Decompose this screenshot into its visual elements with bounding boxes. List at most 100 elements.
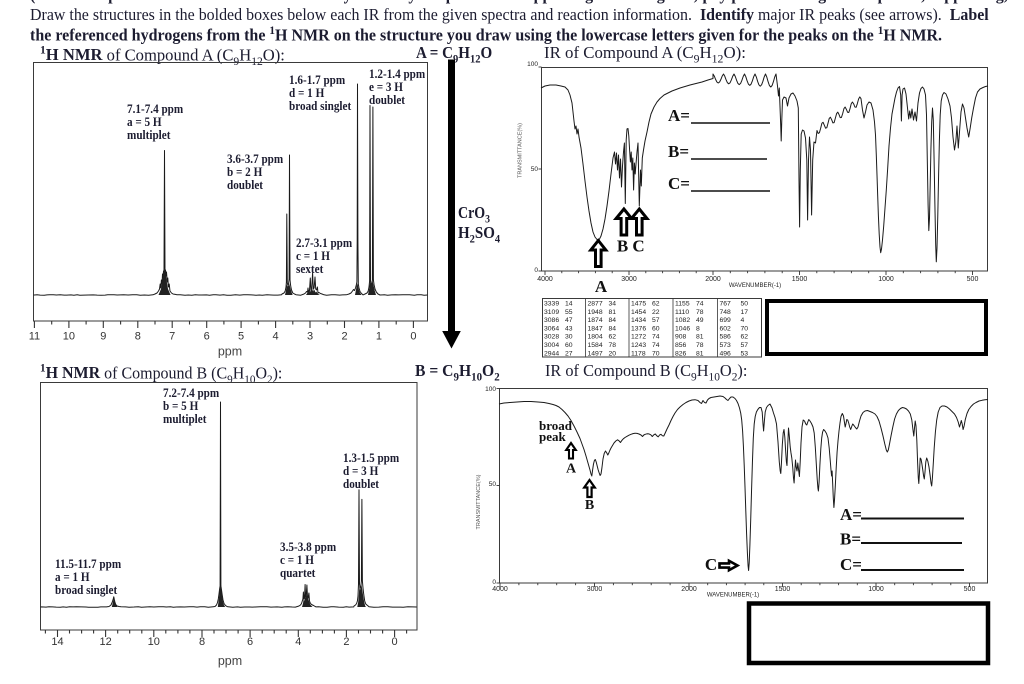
svg-text:1434: 1434 (631, 317, 646, 324)
svg-text:2877: 2877 (588, 301, 603, 308)
svg-text:53: 53 (741, 350, 749, 357)
svg-text:1948: 1948 (588, 309, 603, 316)
svg-text:3004: 3004 (544, 342, 559, 349)
svg-text:1000: 1000 (868, 586, 884, 593)
svg-text:5: 5 (238, 331, 244, 343)
svg-text:84: 84 (609, 325, 617, 332)
svg-text:8: 8 (696, 325, 700, 332)
svg-text:2: 2 (341, 331, 347, 343)
svg-text:586: 586 (720, 334, 732, 341)
svg-text:1243: 1243 (631, 342, 646, 349)
svg-text:B: B (585, 498, 594, 513)
svg-text:C=: C= (840, 555, 862, 574)
svg-text:1497: 1497 (588, 350, 603, 357)
svg-text:57: 57 (741, 342, 749, 349)
svg-text:2944: 2944 (544, 350, 559, 357)
svg-text:1475: 1475 (631, 301, 646, 308)
svg-text:78: 78 (696, 309, 704, 316)
svg-text:50: 50 (531, 166, 539, 173)
svg-text:3028: 3028 (544, 334, 559, 341)
svg-text:1082: 1082 (675, 317, 690, 324)
svg-text:broad: broad (539, 418, 573, 433)
svg-text:55: 55 (565, 309, 573, 316)
svg-text:50: 50 (741, 301, 749, 308)
svg-text:9: 9 (100, 331, 106, 343)
svg-text:60: 60 (652, 325, 660, 332)
svg-text:74: 74 (652, 334, 660, 341)
svg-text:peak: peak (539, 429, 567, 444)
svg-text:B=: B= (840, 530, 861, 549)
svg-text:3109: 3109 (544, 309, 559, 316)
svg-text:34: 34 (609, 301, 617, 308)
svg-text:6: 6 (247, 636, 253, 648)
svg-text:70: 70 (652, 350, 660, 357)
svg-text:0: 0 (410, 331, 416, 343)
svg-text:573: 573 (720, 342, 732, 349)
svg-text:20: 20 (609, 350, 617, 357)
svg-text:A: A (595, 277, 608, 296)
svg-text:11: 11 (29, 331, 40, 343)
svg-text:3000: 3000 (621, 276, 637, 283)
svg-text:70: 70 (741, 325, 749, 332)
svg-text:856: 856 (675, 342, 687, 349)
svg-text:WAVENUMBER(-1): WAVENUMBER(-1) (729, 283, 781, 289)
svg-text:1155: 1155 (675, 301, 690, 308)
svg-text:1500: 1500 (792, 276, 808, 283)
svg-text:A: A (566, 462, 577, 477)
svg-text:1874: 1874 (588, 317, 603, 324)
svg-text:1454: 1454 (631, 309, 646, 316)
svg-text:1046: 1046 (675, 325, 690, 332)
svg-text:908: 908 (675, 334, 687, 341)
svg-text:699: 699 (720, 317, 732, 324)
svg-text:81: 81 (696, 334, 704, 341)
svg-text:826: 826 (675, 350, 687, 357)
svg-text:84: 84 (609, 317, 617, 324)
svg-text:C=: C= (668, 174, 690, 193)
svg-text:50: 50 (489, 481, 497, 488)
svg-text:1804: 1804 (588, 334, 603, 341)
svg-text:4: 4 (295, 636, 301, 648)
svg-text:49: 49 (696, 317, 704, 324)
svg-text:496: 496 (720, 350, 732, 357)
svg-text:60: 60 (565, 342, 573, 349)
svg-text:4000: 4000 (537, 276, 553, 283)
svg-text:C: C (705, 555, 717, 574)
svg-text:500: 500 (964, 586, 976, 593)
svg-text:12: 12 (99, 636, 111, 648)
svg-text:1000: 1000 (878, 276, 894, 283)
svg-text:ppm: ppm (218, 654, 242, 668)
svg-text:8: 8 (135, 331, 141, 343)
svg-text:B=: B= (668, 142, 689, 161)
svg-text:74: 74 (652, 342, 660, 349)
svg-text:2: 2 (343, 636, 349, 648)
svg-text:748: 748 (720, 309, 732, 316)
svg-text:1500: 1500 (775, 586, 791, 593)
svg-text:27: 27 (565, 350, 573, 357)
svg-text:10: 10 (63, 331, 75, 343)
svg-text:10: 10 (148, 636, 160, 648)
svg-text:62: 62 (741, 334, 749, 341)
svg-text:A=: A= (840, 505, 862, 524)
svg-text:22: 22 (652, 309, 660, 316)
svg-text:2000: 2000 (705, 276, 721, 283)
svg-text:74: 74 (696, 301, 704, 308)
svg-text:500: 500 (967, 276, 979, 283)
svg-text:81: 81 (696, 350, 704, 357)
svg-text:1178: 1178 (631, 350, 646, 357)
svg-text:602: 602 (720, 325, 732, 332)
svg-text:3339: 3339 (544, 301, 559, 308)
svg-text:1376: 1376 (631, 325, 646, 332)
svg-text:57: 57 (652, 317, 660, 324)
svg-text:6: 6 (204, 331, 210, 343)
svg-text:TRANSMITTANCE(%): TRANSMITTANCE(%) (476, 474, 482, 529)
svg-text:0: 0 (492, 579, 496, 586)
svg-text:7: 7 (169, 331, 175, 343)
svg-text:3064: 3064 (544, 325, 559, 332)
svg-text:B: B (617, 237, 628, 256)
svg-text:1: 1 (376, 331, 382, 343)
svg-text:1110: 1110 (675, 309, 689, 316)
svg-text:4: 4 (741, 317, 745, 324)
svg-text:100: 100 (485, 386, 496, 393)
svg-text:0: 0 (392, 636, 398, 648)
svg-text:81: 81 (609, 309, 617, 316)
